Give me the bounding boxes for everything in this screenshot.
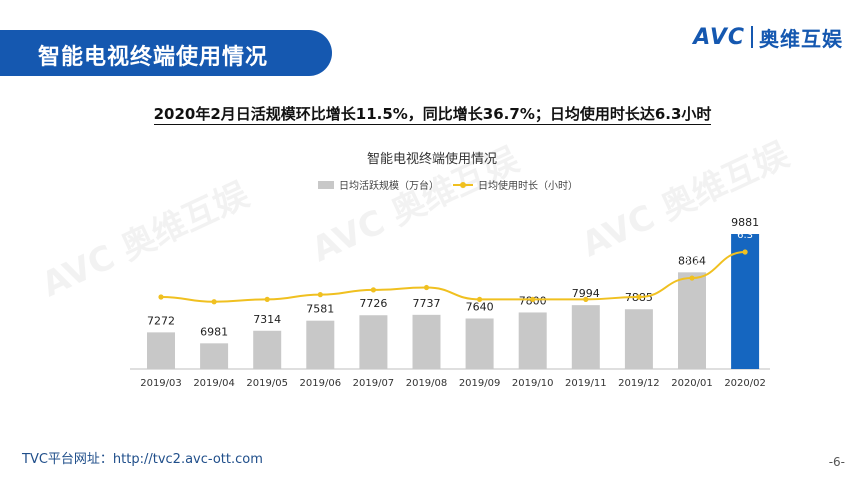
bar-2019/12 — [624, 309, 653, 369]
headline-text: 2020年2月日活规模环比增长11.5%，同比增长36.7%；日均使用时长达6.… — [153, 105, 712, 125]
headline: 2020年2月日活规模环比增长11.5%，同比增长36.7%；日均使用时长达6.… — [0, 103, 865, 125]
bar-value-label-2019/04: 6981 — [200, 325, 228, 338]
x-tick-label-2019/12: 2019/12 — [618, 378, 660, 389]
legend-line-label: 日均使用时长（小时） — [478, 179, 578, 192]
duration-point-2019/08 — [423, 284, 430, 291]
duration-value-label-2019/04: 4.2 — [206, 280, 222, 291]
x-tick-label-2019/09: 2019/09 — [459, 378, 501, 389]
duration-point-2020/01 — [689, 275, 695, 281]
legend-line-marker — [460, 182, 466, 188]
x-tick-label-2020/01: 2020/01 — [671, 378, 713, 389]
bar-2019/03 — [147, 332, 175, 369]
duration-point-2019/07 — [370, 287, 376, 293]
duration-line — [160, 251, 746, 303]
bar-value-label-2019/03: 7272 — [147, 314, 175, 327]
footer-url[interactable]: TVC平台网址：http://tvc2.avc-ott.com — [22, 452, 263, 467]
duration-point-2019/04 — [211, 299, 217, 305]
x-tick-label-2019/10: 2019/10 — [512, 378, 554, 389]
x-tick-label-2020/02: 2020/02 — [724, 378, 766, 389]
duration-value-label-2019/10: 4.3 — [525, 277, 541, 288]
bar-2020/01 — [678, 272, 706, 369]
bar-value-label-2019/11: 7994 — [572, 287, 600, 300]
duration-value-label-2019/07: 4.7 — [365, 268, 381, 279]
avc-logo: AVC 奥维互娱 — [693, 22, 843, 52]
bar-value-label-2020/02: 9881 — [731, 216, 759, 229]
legend-bar-label: 日均活跃规模（万台） — [339, 179, 439, 192]
duration-value-label-2019/12: 4.4 — [631, 275, 647, 286]
bar-2019/07 — [359, 315, 388, 369]
bar-2019/11 — [571, 305, 600, 369]
watermark-2: AVC 奥维互娱 — [576, 135, 795, 266]
duration-point-2019/12 — [636, 294, 642, 300]
duration-value-label-2019/08: 4.8 — [419, 266, 435, 277]
duration-point-2019/05 — [264, 296, 270, 302]
logo-chinese: 奥维互娱 — [759, 26, 843, 51]
x-tick-label-2019/06: 2019/06 — [300, 378, 342, 389]
bar-value-label-2019/07: 7726 — [359, 297, 387, 310]
logo-latin: AVC — [693, 24, 745, 50]
bar-2019/04 — [200, 343, 229, 369]
chart-title: 智能电视终端使用情况 — [367, 151, 497, 167]
duration-value-label-2019/11: 4.3 — [578, 277, 594, 288]
duration-value-label-2020/01: 5.2 — [684, 256, 700, 267]
x-tick-label-2019/03: 2019/03 — [140, 378, 182, 389]
duration-value-label-2019/05: 4.3 — [259, 277, 275, 288]
bar-2019/05 — [253, 330, 282, 369]
x-tick-label-2019/04: 2019/04 — [193, 378, 235, 389]
bar-value-label-2020/01: 8864 — [678, 254, 706, 267]
duration-point-2019/09 — [477, 296, 483, 302]
duration-point-2019/10 — [530, 296, 536, 302]
page-number: -6- — [828, 455, 845, 469]
duration-point-2019/11 — [583, 296, 589, 302]
page-title: 智能电视终端使用情况 — [38, 45, 269, 70]
duration-point-2020/02 — [742, 249, 748, 255]
x-tick-label-2019/08: 2019/08 — [406, 378, 448, 389]
bar-2019/09 — [465, 318, 494, 369]
duration-value-label-2019/03: 4.4 — [153, 275, 169, 286]
duration-point-2019/06 — [317, 292, 323, 298]
duration-value-label-2019/06: 4.5 — [312, 273, 328, 284]
duration-value-label-2020/02: 6.3 — [737, 230, 753, 241]
bar-value-label-2019/08: 7737 — [413, 297, 441, 310]
bar-2020/02 — [731, 234, 760, 369]
bar-value-label-2019/06: 7581 — [306, 303, 334, 316]
x-tick-label-2019/05: 2019/05 — [246, 378, 288, 389]
duration-point-2019/03 — [158, 294, 164, 300]
x-tick-label-2019/11: 2019/11 — [565, 378, 607, 389]
legend-bar-swatch — [318, 181, 334, 189]
bar-value-label-2019/05: 7314 — [253, 313, 281, 326]
logo-divider — [751, 26, 753, 48]
header-band: 智能电视终端使用情况 — [0, 30, 332, 76]
bar-2019/06 — [306, 320, 335, 369]
bar-2019/08 — [412, 314, 441, 369]
bar-2019/10 — [518, 312, 547, 369]
x-tick-label-2019/07: 2019/07 — [353, 378, 395, 389]
bar-value-label-2019/09: 7640 — [466, 300, 494, 313]
duration-value-label-2019/09: 4.3 — [472, 277, 488, 288]
